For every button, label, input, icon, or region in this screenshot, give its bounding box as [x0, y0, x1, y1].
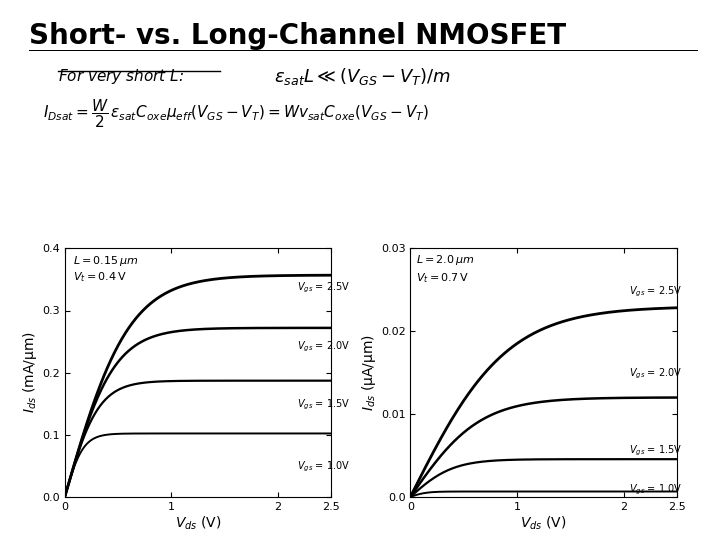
X-axis label: $V_{ds}$ (V): $V_{ds}$ (V) — [521, 515, 567, 532]
Text: $V_{gs}$ = 1.0V: $V_{gs}$ = 1.0V — [629, 483, 682, 497]
Text: For very short $L$:: For very short $L$: — [58, 68, 184, 86]
Text: Short- vs. Long-Channel NMOSFET: Short- vs. Long-Channel NMOSFET — [29, 22, 566, 50]
Text: $V_{gs}$ = 2.0V: $V_{gs}$ = 2.0V — [629, 367, 682, 381]
Text: $V_t = 0.7\,\mathrm{V}$: $V_t = 0.7\,\mathrm{V}$ — [415, 272, 469, 285]
Text: $L = 0.15\,\mu$m: $L = 0.15\,\mu$m — [73, 254, 139, 268]
Text: $V_{gs}$ = 1.5V: $V_{gs}$ = 1.5V — [297, 397, 351, 412]
Text: $\varepsilon_{sat} L \ll (V_{GS} - V_T)/m$: $\varepsilon_{sat} L \ll (V_{GS} - V_T)/… — [274, 66, 451, 87]
X-axis label: $V_{ds}$ (V): $V_{ds}$ (V) — [175, 515, 221, 532]
Text: $V_{gs}$ = 2.0V: $V_{gs}$ = 2.0V — [297, 339, 351, 354]
Text: $L = 2.0\,\mu$m: $L = 2.0\,\mu$m — [415, 253, 474, 267]
Text: $V_{gs}$ = 2.5V: $V_{gs}$ = 2.5V — [297, 280, 351, 295]
Text: $V_{gs}$ = 1.5V: $V_{gs}$ = 1.5V — [629, 444, 682, 458]
Text: $V_t = 0.4\,\mathrm{V}$: $V_t = 0.4\,\mathrm{V}$ — [73, 271, 127, 285]
Text: $V_{gs}$ = 2.5V: $V_{gs}$ = 2.5V — [629, 284, 682, 299]
Text: $I_{Dsat} = \dfrac{W}{2}\,\varepsilon_{sat}C_{oxe}\mu_{eff}(V_{GS}-V_T)= Wv_{sat: $I_{Dsat} = \dfrac{W}{2}\,\varepsilon_{s… — [43, 97, 429, 130]
Y-axis label: $I_{ds}$ (mA/μm): $I_{ds}$ (mA/μm) — [22, 332, 40, 414]
Text: $V_{gs}$ = 1.0V: $V_{gs}$ = 1.0V — [297, 460, 351, 474]
Y-axis label: $I_{ds}$ (μA/μm): $I_{ds}$ (μA/μm) — [360, 334, 378, 411]
